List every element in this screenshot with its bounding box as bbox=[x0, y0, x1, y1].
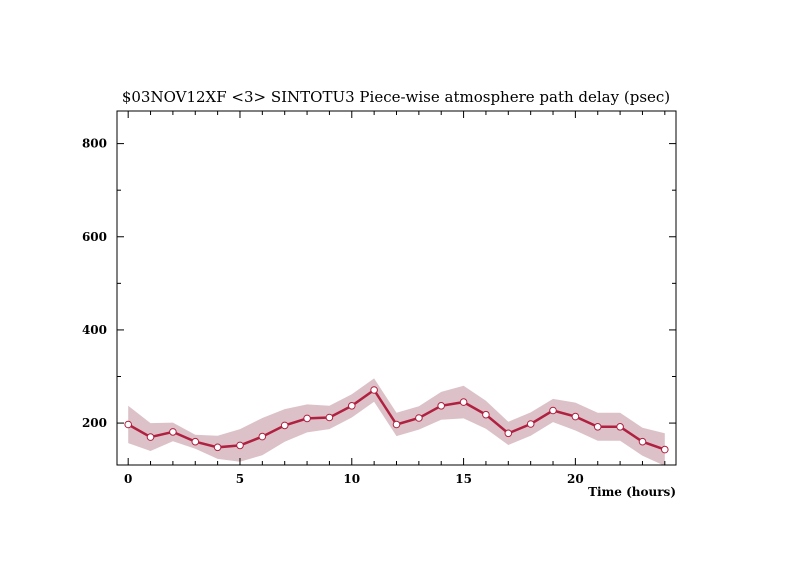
y-tick-label: 400 bbox=[82, 323, 107, 337]
x-tick-label: 5 bbox=[236, 472, 244, 486]
data-point bbox=[146, 433, 155, 441]
data-point bbox=[571, 412, 580, 421]
data-point bbox=[169, 428, 177, 436]
x-tick-label: 20 bbox=[567, 472, 584, 486]
x-axis-label: Time (hours) bbox=[588, 485, 676, 499]
data-point bbox=[437, 402, 446, 410]
data-point bbox=[526, 420, 535, 428]
x-tick-label: 0 bbox=[124, 472, 132, 486]
data-point bbox=[258, 432, 267, 441]
data-point bbox=[661, 445, 669, 454]
y-tick-label: 600 bbox=[82, 230, 107, 244]
y-tick-label: 800 bbox=[82, 137, 107, 151]
data-point bbox=[482, 410, 490, 419]
data-point bbox=[638, 437, 647, 446]
data-point bbox=[459, 398, 468, 406]
data-point bbox=[549, 406, 557, 415]
data-point bbox=[392, 420, 401, 429]
y-tick-label: 200 bbox=[82, 416, 107, 430]
x-tick-label: 10 bbox=[343, 472, 360, 486]
data-point bbox=[280, 421, 289, 430]
data-point bbox=[191, 437, 200, 446]
data-point bbox=[593, 423, 602, 431]
data-point bbox=[616, 423, 624, 431]
chart-title: $03NOV12XF <3> SINTOTU3 Piece-wise atmos… bbox=[122, 88, 670, 106]
data-point bbox=[236, 441, 244, 450]
data-point bbox=[124, 420, 132, 429]
data-point bbox=[348, 402, 356, 410]
data-point bbox=[325, 413, 334, 422]
x-tick-label: 15 bbox=[455, 472, 472, 486]
data-point bbox=[504, 429, 513, 438]
data-point bbox=[415, 414, 423, 422]
data-point bbox=[370, 386, 378, 394]
data-point bbox=[213, 443, 222, 452]
data-point bbox=[303, 414, 311, 423]
